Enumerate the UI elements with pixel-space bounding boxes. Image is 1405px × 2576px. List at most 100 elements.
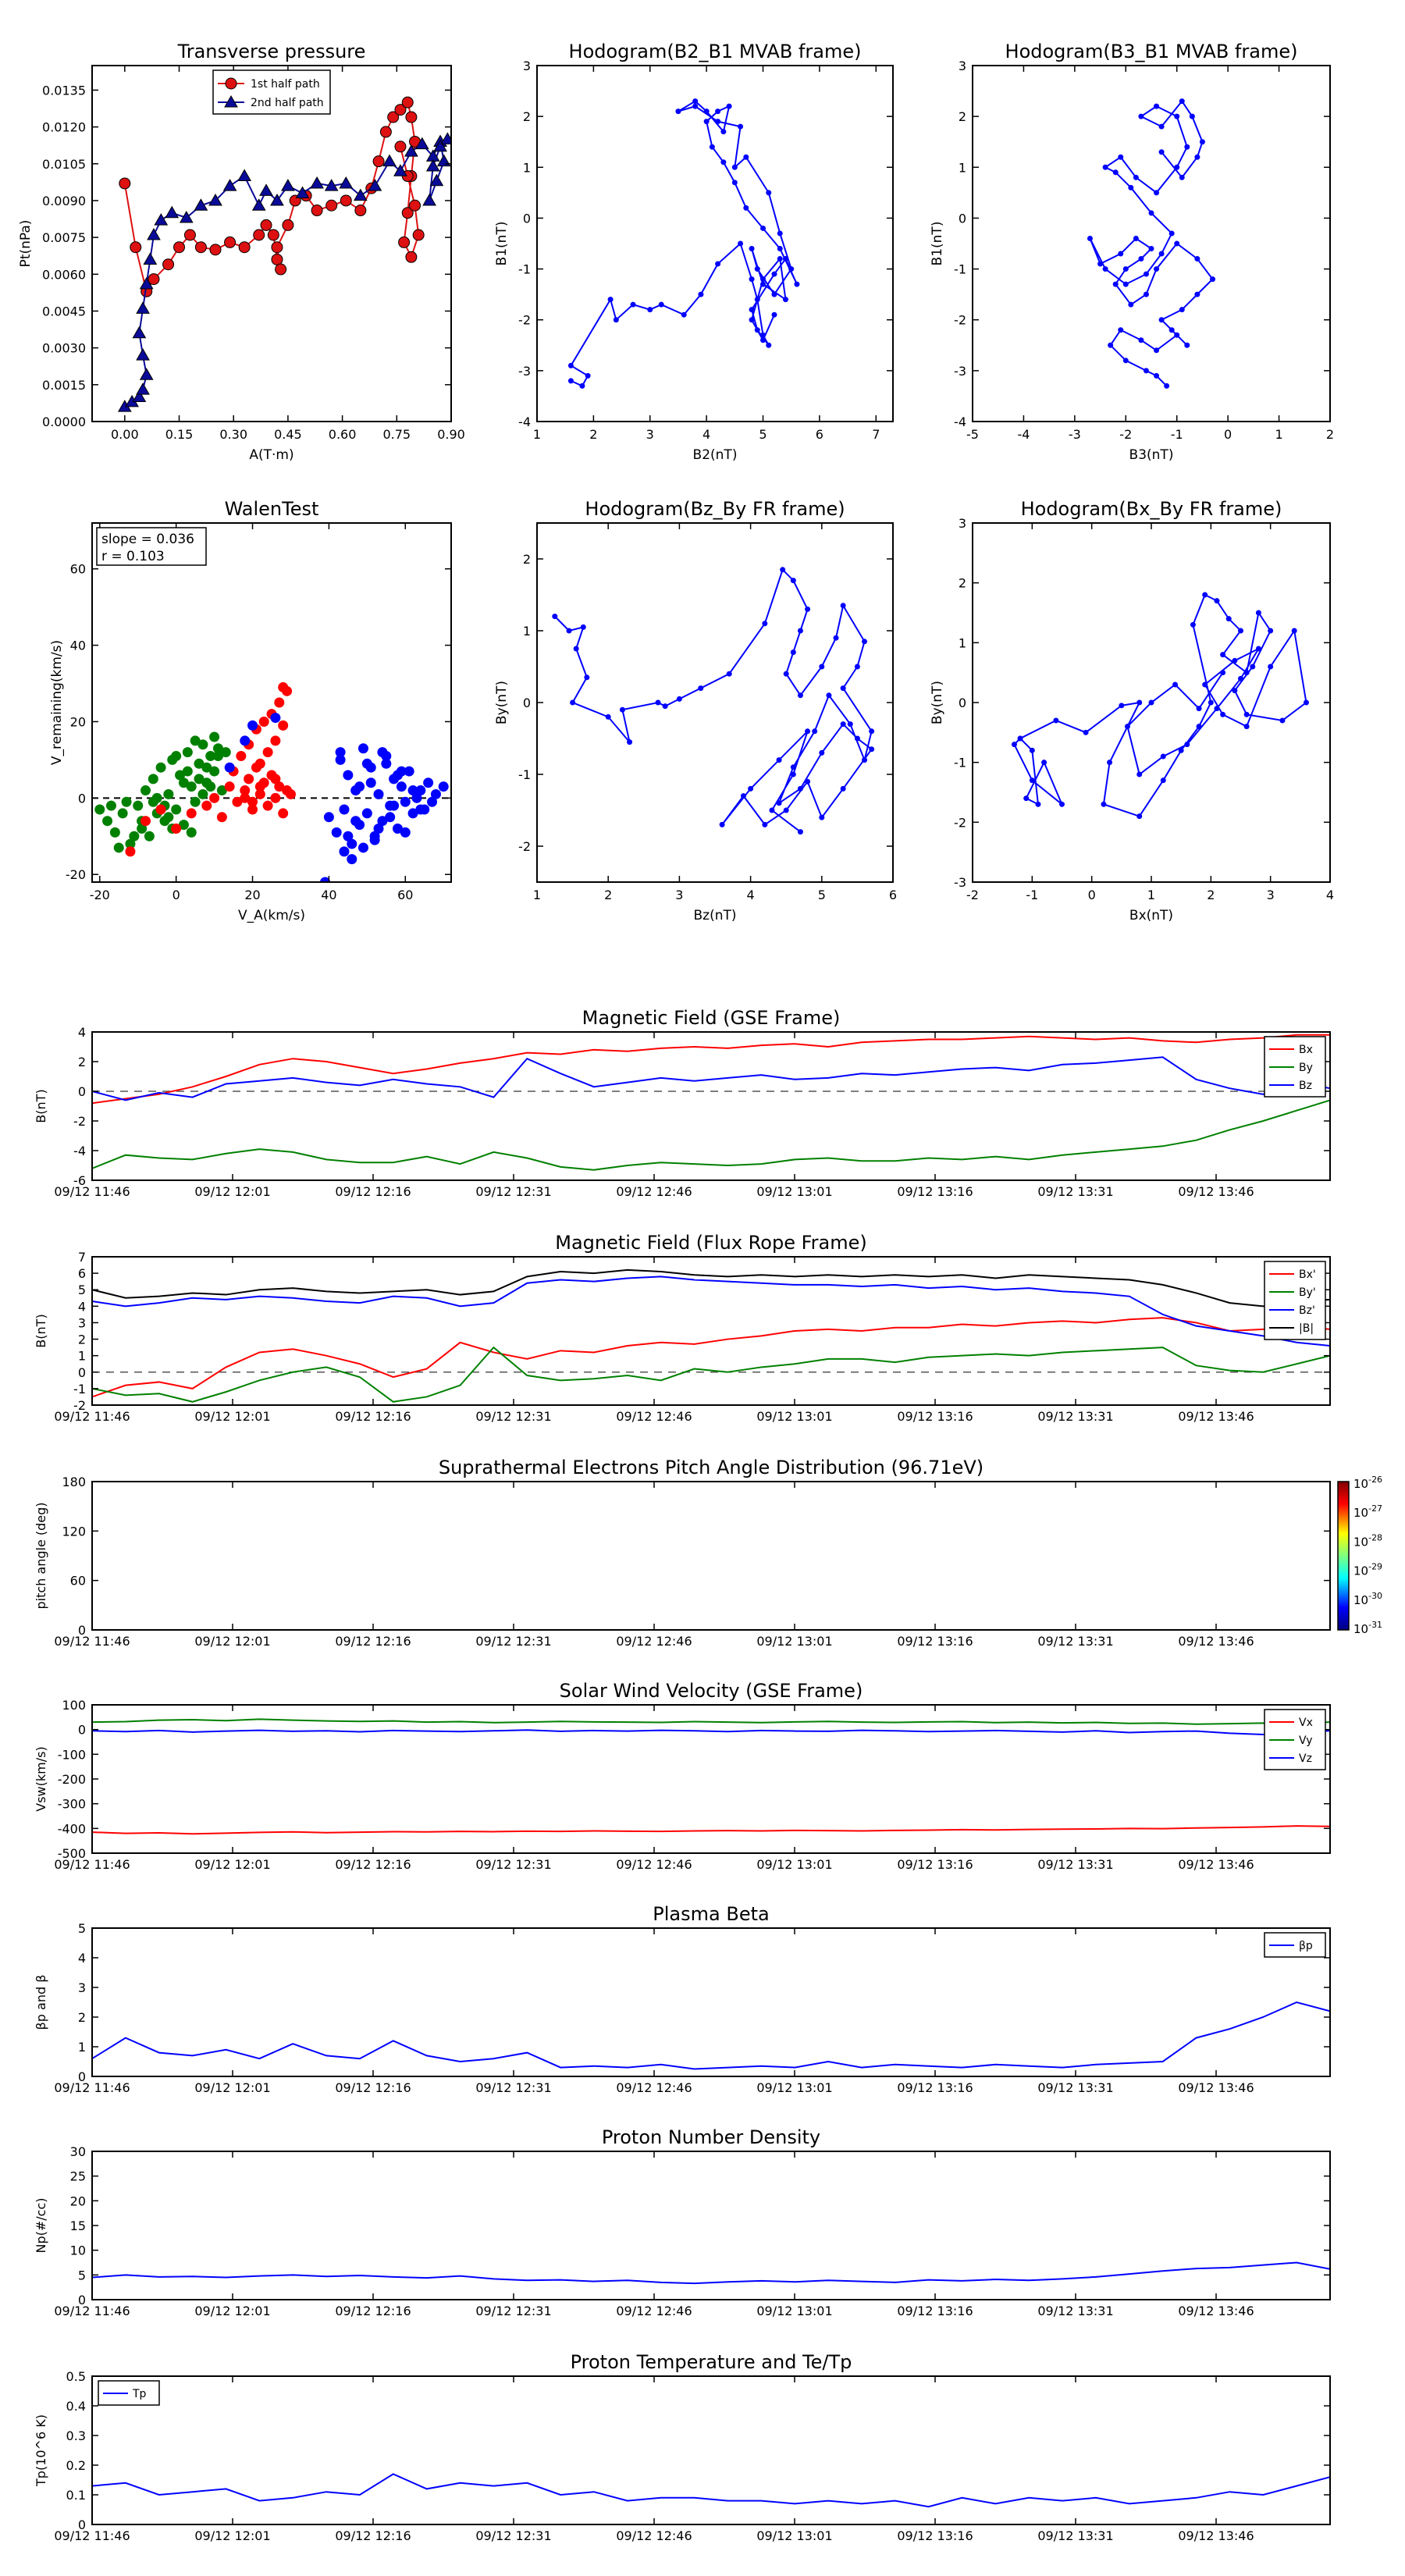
walen-test-series-2-point-51 <box>270 713 281 724</box>
hodogram-bz-by-series-0-point-12 <box>698 685 704 692</box>
mag-gse-chart: 09/12 11:46 09/12 12:01 09/12 12:16 09/12 1… <box>34 1007 1331 1199</box>
hodogram-bz-by-series-0-point-48 <box>776 757 782 763</box>
transverse-pressure-series-1-point-18 <box>251 198 266 211</box>
hodogram-b2-b1-series-0-point-13 <box>749 276 755 283</box>
hodogram-bz-by-series-0-point-27 <box>840 685 846 692</box>
hodogram-b3-b1-xtick-label-7: 2 <box>1326 427 1334 442</box>
hodogram-bx-by-series-0-point-39 <box>1232 657 1238 664</box>
hodogram-bz-by-ytick-label-1: -1 <box>518 767 531 782</box>
walen-test-series-2-point-1 <box>331 827 342 838</box>
proton-density-xtick-label-2: 09/12 12:16 <box>335 2304 411 2318</box>
walen-test-series-0-point-42 <box>205 781 216 792</box>
proton-temperature-ytick-label-0: 0 <box>78 2517 86 2532</box>
walen-test-series-2-point-41 <box>365 777 376 788</box>
hodogram-b2-b1-series-0-point-42 <box>788 266 795 272</box>
mag-fr-title: Magnetic Field (Flux Rope Frame) <box>555 1232 866 1254</box>
walen-test-series-1-point-8 <box>224 781 235 792</box>
hodogram-b3-b1-series-0-point-19 <box>1128 301 1134 308</box>
hodogram-b2-b1-series-0-point-45 <box>749 246 755 252</box>
pitch-angle-xtick-label-7: 09/12 13:31 <box>1037 1634 1113 1649</box>
mag-gse-plot-area <box>92 1034 1330 1171</box>
transverse-pressure-series-0-point-8 <box>209 244 222 256</box>
mag-gse-ytick-label-5: 4 <box>78 1025 86 1040</box>
hodogram-b2-b1-series-0-point-3 <box>567 362 574 368</box>
proton-density-frame <box>91 2151 1331 2300</box>
proton-temperature-frame <box>91 2375 1331 2525</box>
transverse-pressure-series-1-point-8 <box>139 276 154 290</box>
walen-test-series-1-point-3 <box>171 823 182 834</box>
walen-test-series-2-point-8 <box>357 743 368 754</box>
plasma-beta-ytick-label-5: 5 <box>78 1921 86 1936</box>
hodogram-bx-by-series-0-point-5 <box>1059 801 1065 807</box>
hodogram-bx-by-xtick-label-3: 1 <box>1147 888 1155 902</box>
hodogram-b3-b1-series-0-point-49 <box>1194 154 1200 160</box>
walen-test-xtick-label-1: 0 <box>173 888 180 902</box>
hodogram-b3-b1-series-0-point-32 <box>1168 230 1175 237</box>
transverse-pressure-series-0-point-9 <box>224 236 237 248</box>
sw-velocity-legend-label-0: Vx <box>1299 1717 1313 1729</box>
hodogram-bz-by-xtick-label-1: 2 <box>604 888 612 902</box>
hodogram-b2-b1-series-0-point-47 <box>782 297 788 303</box>
mag-fr-ytick-label-0: -2 <box>73 1398 86 1413</box>
proton-density-ytick-label-0: 0 <box>78 2293 86 2307</box>
transverse-pressure-series-1-point-19 <box>259 183 273 196</box>
hodogram-b2-b1-series-0-point-44 <box>754 266 760 272</box>
hodogram-bz-by-series-0-point-3 <box>573 646 579 652</box>
hodogram-b3-b1-series-0-point-35 <box>1112 169 1119 176</box>
plasma-beta-xtick-label-2: 09/12 12:16 <box>335 2080 411 2095</box>
mag-fr-ytick-label-1: -1 <box>73 1382 86 1397</box>
walen-test-ytick-label-1: 0 <box>78 791 86 806</box>
hodogram-b3-b1-series-0-point-30 <box>1143 271 1149 277</box>
hodogram-b2-b1-series-0-point-38 <box>731 164 738 170</box>
hodogram-bz-by-series-0-point-50 <box>790 771 796 777</box>
transverse-pressure-ytick-label-2: 0.0030 <box>42 341 86 356</box>
sw-velocity-xtick-label-8: 09/12 13:46 <box>1178 1857 1254 1872</box>
hodogram-bx-by-series-0-point-21 <box>1202 592 1208 598</box>
pitch-angle-xtick-label-1: 09/12 12:01 <box>194 1634 270 1649</box>
mag-gse-xtick-label-0: 09/12 11:46 <box>54 1184 130 1199</box>
hodogram-bx-by-series-0-point-47 <box>1148 699 1154 706</box>
transverse-pressure-series-0-point-25 <box>372 155 385 168</box>
proton-temperature-chart: 09/12 11:46 09/12 12:01 09/12 12:16 09/12 1… <box>34 2351 1331 2543</box>
transverse-pressure-series-0-point-16 <box>271 241 283 254</box>
proton-temperature-title: Proton Temperature and Te/Tp <box>571 2351 852 2373</box>
hodogram-bx-by-xtick-label-6: 4 <box>1326 888 1334 902</box>
hodogram-bx-by-xtick-label-4: 2 <box>1207 888 1215 902</box>
hodogram-b3-b1-series-0-point-51 <box>1158 149 1165 155</box>
transverse-pressure-ytick-label-5: 0.0075 <box>42 230 86 245</box>
hodogram-b2-b1-series-0-point-49 <box>760 276 767 283</box>
hodogram-b3-b1-chart: -5 -4 -3 -2 -1 0 1 2-4-3-2-10123Hodogram(B3_B1 … <box>930 41 1334 463</box>
sw-velocity-legend-label-1: Vy <box>1299 1735 1313 1747</box>
transverse-pressure-series-0-point-39 <box>394 141 407 153</box>
hodogram-b2-b1-series-0-point-40 <box>766 190 772 196</box>
pitch-angle-xtick-label-0: 09/12 11:46 <box>54 1634 130 1649</box>
plasma-beta-xtick-label-6: 09/12 13:16 <box>897 2080 973 2095</box>
pitch-angle-xtick-label-5: 09/12 13:01 <box>756 1634 832 1649</box>
walen-test-series-1-point-29 <box>274 697 285 708</box>
mag-fr-legend-label-3: |B| <box>1299 1322 1314 1335</box>
hodogram-b3-b1-series-0-point-6 <box>1138 337 1144 343</box>
hodogram-bz-by-series-0-point-32 <box>812 728 818 735</box>
transverse-pressure-ytick-label-1: 0.0015 <box>42 378 86 393</box>
walen-test-series-1-point-12 <box>247 804 258 815</box>
proton-density-ytick-label-3: 15 <box>70 2218 86 2233</box>
hodogram-bz-by-series-0-point-37 <box>840 721 846 728</box>
walen-test-series-2-point-29 <box>347 854 357 865</box>
pitch-angle-ytick-label-0: 0 <box>78 1623 86 1638</box>
hodogram-bx-by-series-0-point-42 <box>1214 706 1220 712</box>
hodogram-b2-b1-series-0-point-51 <box>760 337 767 343</box>
mag-fr-legend-label-2: Bz' <box>1299 1304 1315 1317</box>
mag-fr-xtick-label-2: 09/12 12:16 <box>335 1409 411 1424</box>
sw-velocity-series-1-line <box>92 1718 1330 1725</box>
pitch-angle-colorbar-label-5: 10-31 <box>1353 1620 1382 1636</box>
walen-test-series-0-point-29 <box>129 831 140 841</box>
pitch-angle-colorbar-exp-2: -28 <box>1368 1532 1382 1542</box>
hodogram-b2-b1-ytick-label-4: 0 <box>523 211 531 226</box>
mag-fr-chart: 09/12 11:46 09/12 12:01 09/12 12:16 09/12 1… <box>34 1232 1331 1424</box>
walen-test-series-2-point-52 <box>320 877 331 882</box>
walen-test-series-2-point-28 <box>339 846 350 857</box>
transverse-pressure-xtick-label-6: 0.90 <box>437 427 465 442</box>
hodogram-bz-by-series-0-point-49 <box>805 728 811 735</box>
walen-test-series-2-point-20 <box>404 766 414 777</box>
transverse-pressure-series-0-point-7 <box>194 241 207 254</box>
